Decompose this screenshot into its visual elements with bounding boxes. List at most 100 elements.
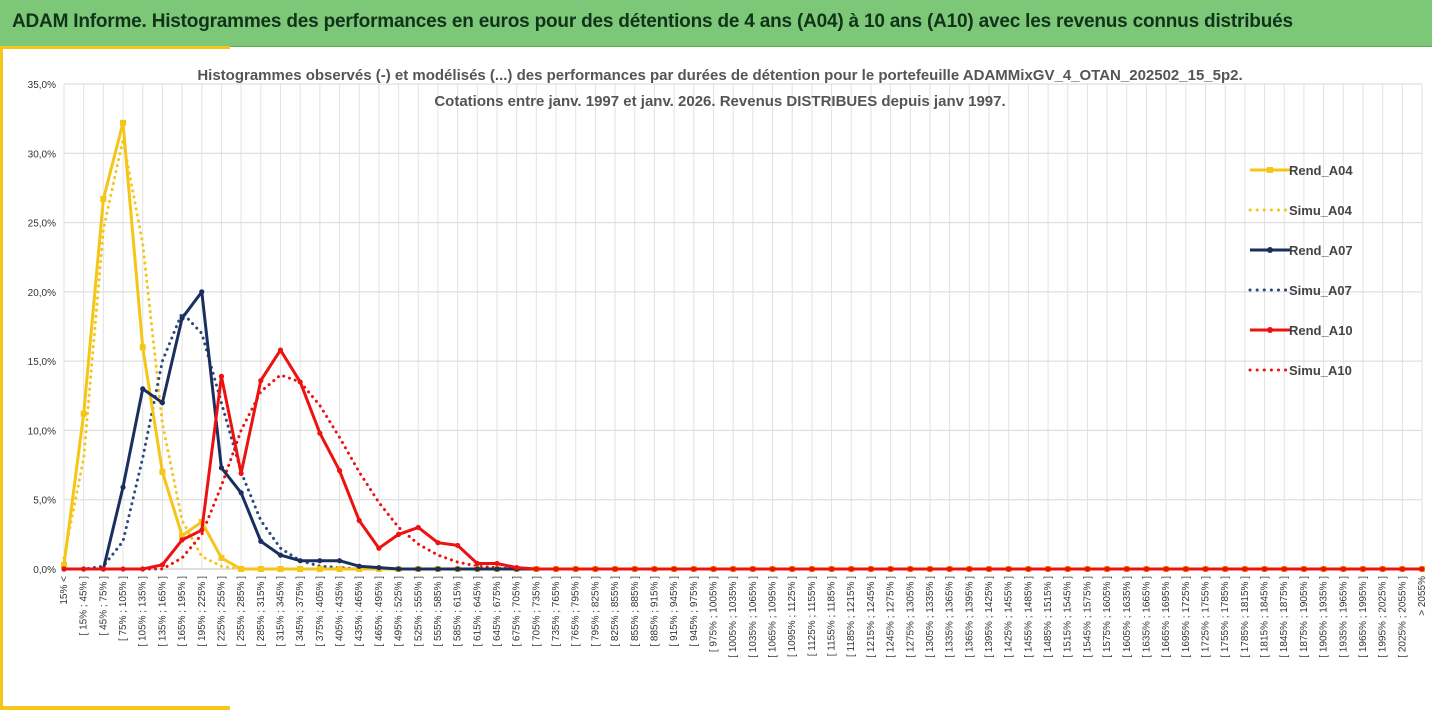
point-Rend_A04: [100, 196, 107, 203]
x-tick-label: [ 585% ; 615% ]: [453, 576, 464, 647]
x-tick-label: [ 975% ; 1005% ]: [708, 576, 719, 652]
x-tick-label: [ 15% ; 45% ]: [79, 576, 90, 636]
point-Rend_A10: [336, 468, 343, 474]
point-Rend_A10: [199, 527, 205, 533]
x-tick-label: [ 105% ; 135% ]: [138, 576, 149, 647]
point-Rend_A10: [494, 560, 500, 567]
legend-label: Simu_A10: [1289, 363, 1352, 378]
legend-label: Rend_A10: [1289, 323, 1353, 338]
x-tick-label: [ 1125% ; 1155% ]: [807, 576, 818, 656]
point-Rend_A10: [533, 566, 539, 572]
x-tick-label: [ 1365% ; 1395% ]: [964, 576, 975, 658]
y-tick-label: 35,0%: [28, 80, 56, 91]
y-tick-label: 0,0%: [33, 565, 56, 576]
point-Rend_A10: [1143, 566, 1150, 572]
point-Rend_A07: [179, 315, 185, 321]
chart-title-line2: Cotations entre janv. 1997 et janv. 2026…: [434, 93, 1005, 110]
point-Rend_A10: [474, 560, 480, 567]
point-Rend_A10: [1202, 566, 1209, 572]
point-Rend_A10: [1183, 566, 1189, 572]
point-Rend_A10: [907, 566, 913, 572]
point-Rend_A10: [179, 537, 185, 543]
point-Rend_A10: [986, 566, 992, 572]
x-tick-label: [ 1095% ; 1125% ]: [787, 576, 798, 657]
point-Rend_A10: [1065, 566, 1071, 572]
point-Rend_A10: [750, 566, 756, 572]
point-Rend_A10: [120, 566, 126, 572]
point-Rend_A10: [1222, 566, 1228, 572]
x-tick-label: [ 1665% ; 1695% ]: [1161, 576, 1172, 658]
x-tick-label: [ 1995% ; 2025% ]: [1378, 576, 1389, 658]
point-Rend_A07: [376, 565, 382, 571]
frame-accent-bottom: [0, 706, 230, 710]
x-tick-label: [ 1245% ; 1275% ]: [886, 576, 897, 658]
point-Rend_A10: [1124, 566, 1130, 572]
point-Rend_A04: [238, 566, 245, 572]
x-tick-label: 15% <: [59, 576, 70, 605]
point-Rend_A10: [514, 565, 520, 571]
point-Rend_A07: [356, 563, 362, 569]
series-line-Rend_A04: [62, 121, 1422, 571]
x-tick-label: > 2055%: [1417, 576, 1428, 616]
x-tick-label: [ 1455% ; 1485% ]: [1023, 576, 1034, 658]
x-tick-label: [ 1965% ; 1995% ]: [1358, 576, 1369, 658]
point-Rend_A10: [435, 540, 441, 546]
legend-marker: [1267, 327, 1273, 333]
x-tick-label: [ 1605% ; 1635% ]: [1122, 576, 1133, 658]
x-tick-label: [ 1755% ; 1785% ]: [1220, 576, 1231, 658]
x-tick-label: [ 1425% ; 1455% ]: [1004, 576, 1015, 658]
point-Rend_A10: [1045, 566, 1051, 572]
point-Rend_A10: [297, 379, 303, 385]
point-Rend_A07: [120, 484, 126, 490]
point-Rend_A10: [671, 566, 677, 572]
point-Rend_A10: [769, 566, 776, 572]
point-Rend_A07: [140, 386, 146, 392]
point-Rend_A04: [297, 566, 304, 572]
report-title: ADAM Informe. Histogrammes des performan…: [12, 11, 1293, 32]
point-Rend_A04: [316, 566, 323, 572]
point-Rend_A07: [336, 558, 343, 564]
x-tick-label: [ 465% ; 495% ]: [374, 576, 385, 647]
point-Rend_A10: [1163, 566, 1169, 572]
series-layer: [61, 119, 1425, 572]
point-Rend_A10: [809, 566, 815, 572]
x-tick-label: [ 885% ; 915% ]: [649, 576, 660, 647]
point-Rend_A07: [455, 566, 461, 572]
point-Rend_A10: [1281, 566, 1287, 572]
point-Rend_A10: [100, 566, 106, 572]
y-tick-label: 5,0%: [33, 496, 56, 507]
y-tick-label: 10,0%: [28, 426, 56, 437]
legend-marker: [1267, 247, 1273, 253]
point-Rend_A04: [139, 344, 146, 351]
x-tick-label: [ 225% ; 255% ]: [216, 576, 227, 647]
x-tick-label: [ 525% ; 555% ]: [413, 576, 424, 647]
point-Rend_A10: [1320, 566, 1327, 572]
point-Rend_A07: [159, 400, 166, 406]
point-Rend_A10: [455, 542, 461, 549]
x-tick-label: [ 615% ; 645% ]: [472, 576, 483, 647]
x-tick-label: [ 135% ; 165% ]: [157, 576, 168, 647]
x-tick-label: [ 1485% ; 1515% ]: [1043, 576, 1054, 658]
legend: Rend_A04 Simu_A04 Rend_A07 Simu_A07 Rend_A10…: [1248, 163, 1353, 378]
point-Rend_A10: [376, 545, 382, 551]
legend-marker: [1267, 167, 1273, 173]
point-Rend_A10: [1242, 566, 1248, 572]
frame-accent-top: [0, 46, 230, 49]
legend-label: Rend_A07: [1289, 243, 1353, 258]
x-tick-label: [ 1395% ; 1425% ]: [984, 576, 995, 658]
point-Rend_A07: [474, 566, 480, 572]
point-Rend_A10: [947, 566, 953, 572]
x-tick-label: [ 855% ; 885% ]: [630, 576, 641, 647]
x-tick-label: [ 1575% ; 1605% ]: [1102, 576, 1113, 658]
x-tick-label: [ 1005% ; 1035% ]: [728, 576, 739, 658]
x-tick-label: [ 2025% ; 2055% ]: [1397, 576, 1408, 658]
point-Rend_A10: [710, 566, 717, 572]
x-tick-label: [ 735% ; 765% ]: [551, 576, 562, 647]
point-Rend_A10: [789, 566, 795, 572]
x-tick-label: [ 555% ; 585% ]: [433, 576, 444, 647]
x-tick-label: [ 1845% ; 1875% ]: [1279, 576, 1290, 658]
x-tick-label: [ 915% ; 945% ]: [669, 576, 680, 647]
point-Rend_A10: [573, 566, 579, 572]
point-Rend_A04: [61, 561, 67, 568]
